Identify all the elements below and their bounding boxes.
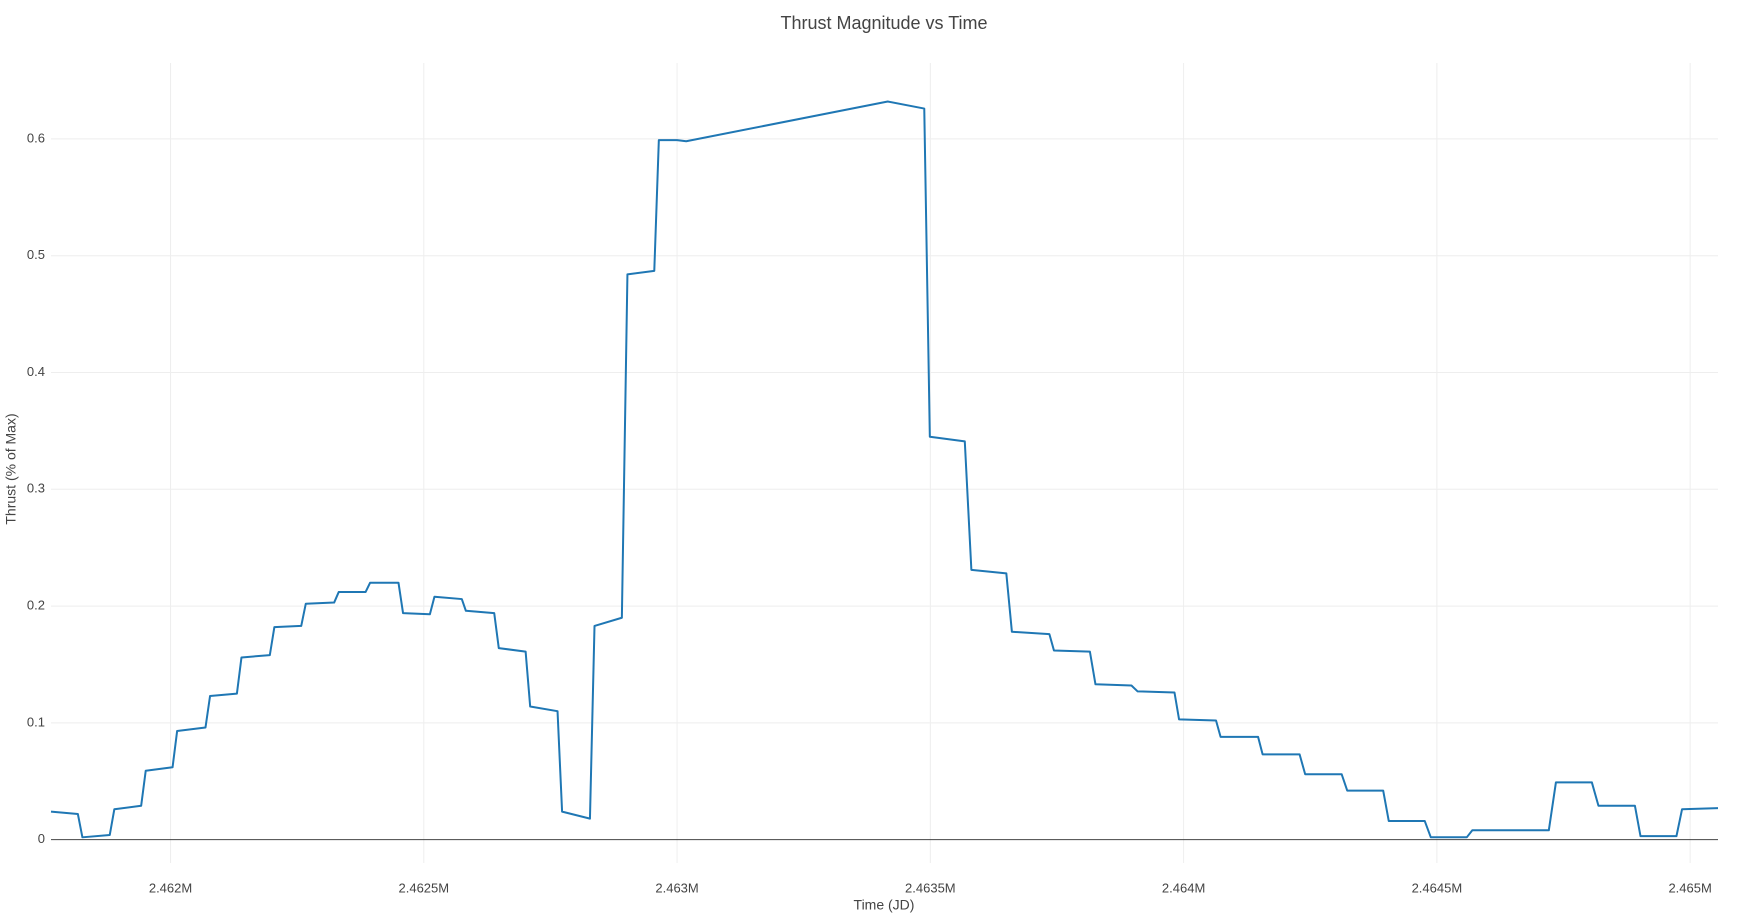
data-line (50, 100, 1719, 839)
x-tick-label: 2.463M (655, 880, 698, 895)
y-tick-label: 0 (38, 831, 45, 846)
x-tick-label: 2.462M (149, 880, 192, 895)
y-tick-label: 0.5 (27, 247, 45, 262)
x-tick-label: 2.4625M (399, 880, 450, 895)
x-tick-label: 2.464M (1162, 880, 1205, 895)
x-axis-title: Time (JD) (854, 897, 915, 913)
x-tick-label: 2.4645M (1412, 880, 1463, 895)
y-tick-label: 0.6 (27, 130, 45, 145)
chart-title: Thrust Magnitude vs Time (780, 13, 987, 33)
x-tick-label: 2.465M (1668, 880, 1711, 895)
x-tick-label: 2.4635M (905, 880, 956, 895)
y-tick-label: 0.2 (27, 598, 45, 613)
y-tick-label: 0.4 (27, 364, 45, 379)
y-axis-title: Thrust (% of Max) (3, 413, 19, 524)
y-tick-label: 0.1 (27, 714, 45, 729)
y-tick-label: 0.3 (27, 481, 45, 496)
